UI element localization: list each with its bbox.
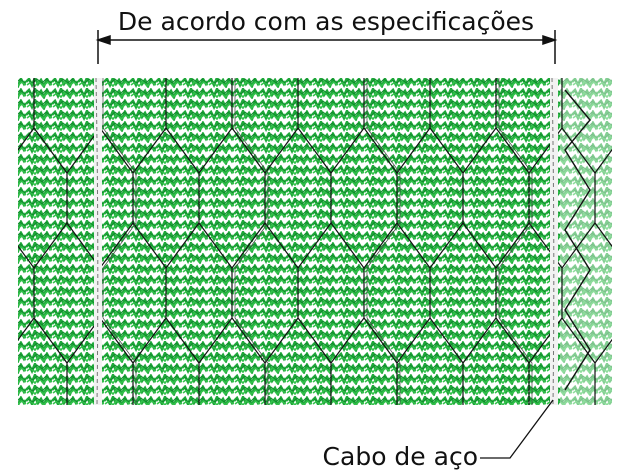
hex-wire-mesh: [18, 78, 612, 405]
callout-leader: [480, 399, 554, 459]
hex-wire-edge: [564, 89, 591, 391]
dimension-label: De acordo com as especificações: [118, 7, 534, 36]
callout-label: Cabo de aço: [323, 442, 478, 471]
steel-cables: [94, 77, 558, 406]
dimension-line: [95, 30, 558, 64]
